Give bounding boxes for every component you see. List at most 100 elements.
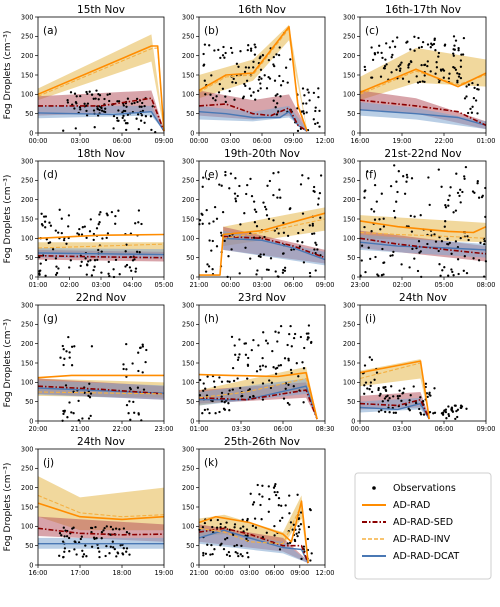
observation-point bbox=[244, 353, 248, 356]
observation-point bbox=[79, 108, 82, 111]
observation-point bbox=[130, 269, 133, 272]
observation-point bbox=[297, 517, 301, 520]
observation-point bbox=[218, 82, 221, 86]
observation-point bbox=[417, 240, 421, 243]
ad-rad-line bbox=[198, 25, 308, 132]
observation-point bbox=[460, 53, 463, 56]
observation-point bbox=[105, 236, 108, 240]
ad-rad-sed-line bbox=[198, 527, 309, 564]
observation-point bbox=[459, 76, 463, 80]
observation-point bbox=[114, 527, 118, 530]
observation-point bbox=[281, 271, 285, 274]
y-tick-label: 100 bbox=[182, 523, 195, 531]
observation-point bbox=[267, 485, 270, 488]
observation-point bbox=[476, 182, 479, 185]
observation-point bbox=[263, 74, 266, 77]
observation-point bbox=[308, 224, 311, 227]
legend-observations-label: Observations bbox=[393, 483, 456, 494]
observation-point bbox=[58, 208, 61, 211]
observation-point bbox=[277, 364, 280, 367]
observation-point bbox=[92, 232, 96, 236]
observation-point bbox=[212, 380, 216, 383]
observation-point bbox=[262, 201, 265, 204]
observation-point bbox=[138, 105, 141, 108]
observation-point bbox=[105, 525, 108, 528]
observation-point bbox=[121, 111, 124, 114]
observation-point bbox=[69, 91, 73, 94]
observation-point bbox=[234, 353, 237, 356]
observation-point bbox=[273, 524, 276, 528]
observation-point bbox=[133, 411, 136, 414]
observation-point bbox=[49, 224, 53, 227]
observation-point bbox=[307, 525, 311, 529]
observation-point bbox=[274, 94, 277, 97]
observation-point bbox=[106, 232, 110, 235]
observation-point bbox=[124, 250, 127, 253]
observation-point bbox=[262, 331, 265, 334]
observation-point bbox=[363, 364, 367, 367]
legend-ad-rad-dcat-label: AD-RAD-DCAT bbox=[393, 551, 459, 562]
observation-point bbox=[211, 97, 215, 100]
y-tick-label: 300 bbox=[182, 301, 195, 309]
observation-point bbox=[261, 382, 265, 385]
observation-point bbox=[86, 264, 89, 267]
observation-point bbox=[402, 175, 405, 178]
observation-point bbox=[437, 55, 440, 58]
observation-point bbox=[264, 365, 267, 368]
observation-point bbox=[417, 36, 420, 40]
panel-title: 18th Nov bbox=[77, 148, 125, 160]
observation-point bbox=[222, 45, 225, 49]
observation-point bbox=[103, 97, 106, 101]
observation-point bbox=[75, 553, 78, 556]
observation-point bbox=[90, 345, 94, 348]
observation-point bbox=[454, 209, 458, 212]
observation-point bbox=[203, 79, 206, 82]
observation-point bbox=[133, 258, 136, 261]
x-tick-label: 22:00 bbox=[434, 137, 453, 145]
x-tick-label: 09:00 bbox=[476, 425, 495, 433]
observation-point bbox=[81, 555, 85, 558]
observation-point bbox=[54, 257, 58, 260]
observation-point bbox=[261, 484, 264, 487]
observation-point bbox=[381, 400, 384, 403]
observation-point bbox=[108, 92, 111, 96]
observation-point bbox=[303, 94, 306, 97]
x-tick-label: 18:00 bbox=[112, 569, 131, 577]
observation-point bbox=[63, 357, 66, 360]
legend: Observations AD-RAD AD-RAD-SED AD-RAD-IN… bbox=[354, 472, 492, 580]
observation-point bbox=[459, 188, 462, 191]
observation-point bbox=[319, 174, 323, 177]
observation-point bbox=[44, 215, 48, 218]
y-tick-label: 250 bbox=[182, 465, 195, 473]
observation-point bbox=[398, 389, 401, 392]
y-axis-label-row-1: Fog Droplets (cm⁻³) bbox=[3, 31, 13, 120]
observation-point bbox=[201, 412, 204, 415]
observation-point bbox=[202, 382, 205, 385]
observation-point bbox=[297, 231, 300, 235]
observation-point bbox=[48, 241, 52, 244]
observation-point bbox=[415, 75, 418, 78]
observation-point bbox=[277, 232, 280, 235]
observation-point bbox=[237, 65, 240, 68]
observation-point bbox=[227, 255, 230, 258]
observation-point bbox=[283, 269, 287, 272]
observation-point bbox=[65, 535, 69, 538]
observation-point bbox=[60, 217, 63, 220]
observation-point bbox=[132, 400, 135, 404]
observation-point bbox=[229, 46, 233, 50]
observation-point bbox=[129, 418, 132, 421]
observation-point bbox=[256, 269, 259, 272]
panel-title: 24th Nov bbox=[77, 436, 125, 448]
ad-rad-line bbox=[198, 500, 309, 564]
observation-point bbox=[463, 175, 466, 178]
observation-point bbox=[208, 222, 211, 225]
observation-point bbox=[406, 176, 409, 179]
observation-point bbox=[413, 215, 416, 218]
ad-rad-band bbox=[38, 34, 164, 132]
observation-point bbox=[268, 179, 272, 183]
observation-point bbox=[124, 265, 127, 268]
x-tick-label: 21:00 bbox=[189, 281, 208, 289]
observation-point bbox=[299, 523, 303, 526]
observation-point bbox=[203, 521, 207, 525]
observation-point bbox=[278, 519, 282, 522]
